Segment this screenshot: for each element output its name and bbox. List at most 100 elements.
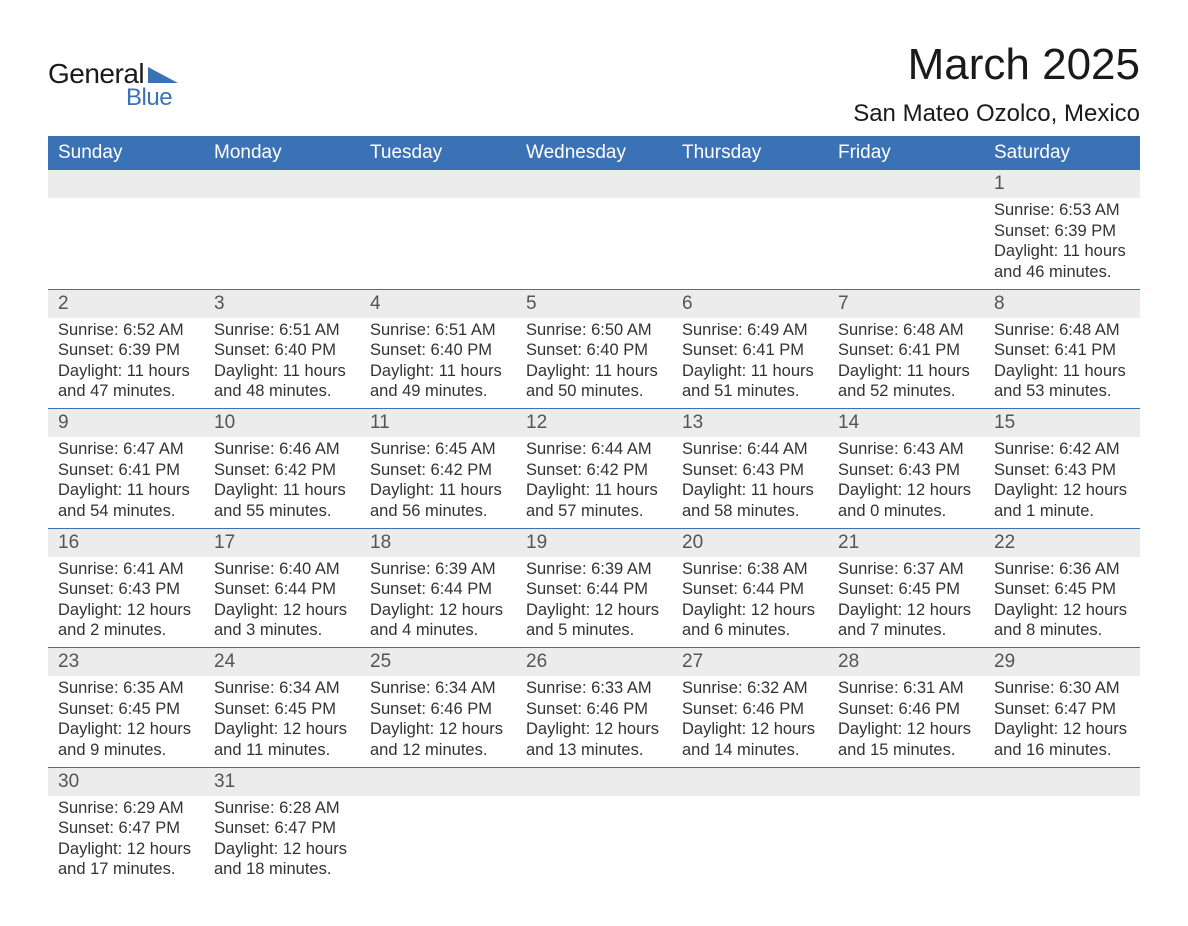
- calendar-day: 7Sunrise: 6:48 AMSunset: 6:41 PMDaylight…: [828, 289, 984, 409]
- day-data: [516, 198, 672, 218]
- day-sunset: Sunset: 6:47 PM: [994, 699, 1130, 720]
- day-sunrise: Sunrise: 6:44 AM: [682, 439, 818, 460]
- day-sunset: Sunset: 6:46 PM: [682, 699, 818, 720]
- day-day2: and 3 minutes.: [214, 620, 350, 641]
- day-number: 7: [828, 290, 984, 318]
- day-data: Sunrise: 6:37 AMSunset: 6:45 PMDaylight:…: [828, 557, 984, 648]
- day-sunset: Sunset: 6:40 PM: [526, 340, 662, 361]
- day-number: 3: [204, 290, 360, 318]
- day-day2: and 14 minutes.: [682, 740, 818, 761]
- day-day2: and 17 minutes.: [58, 859, 194, 880]
- day-sunset: Sunset: 6:43 PM: [58, 579, 194, 600]
- calendar-day-empty: [48, 170, 204, 289]
- day-day2: and 6 minutes.: [682, 620, 818, 641]
- day-day2: and 56 minutes.: [370, 501, 506, 522]
- day-number: 19: [516, 529, 672, 557]
- day-data: [48, 198, 204, 218]
- day-day2: and 7 minutes.: [838, 620, 974, 641]
- day-number: 4: [360, 290, 516, 318]
- day-sunrise: Sunrise: 6:44 AM: [526, 439, 662, 460]
- day-number: [672, 170, 828, 198]
- day-sunset: Sunset: 6:46 PM: [838, 699, 974, 720]
- calendar-day: 28Sunrise: 6:31 AMSunset: 6:46 PMDayligh…: [828, 648, 984, 768]
- calendar-day: 31Sunrise: 6:28 AMSunset: 6:47 PMDayligh…: [204, 767, 360, 886]
- day-sunset: Sunset: 6:45 PM: [214, 699, 350, 720]
- logo: General Blue: [48, 58, 178, 112]
- day-number: [672, 768, 828, 796]
- day-number: 10: [204, 409, 360, 437]
- day-number: 23: [48, 648, 204, 676]
- calendar-day-empty: [516, 170, 672, 289]
- day-day1: Daylight: 12 hours: [214, 600, 350, 621]
- day-day1: Daylight: 11 hours: [214, 361, 350, 382]
- day-data: Sunrise: 6:42 AMSunset: 6:43 PMDaylight:…: [984, 437, 1140, 528]
- day-data: Sunrise: 6:51 AMSunset: 6:40 PMDaylight:…: [360, 318, 516, 409]
- day-number: [516, 170, 672, 198]
- day-sunrise: Sunrise: 6:45 AM: [370, 439, 506, 460]
- day-data: Sunrise: 6:53 AMSunset: 6:39 PMDaylight:…: [984, 198, 1140, 289]
- day-day1: Daylight: 11 hours: [214, 480, 350, 501]
- day-sunrise: Sunrise: 6:47 AM: [58, 439, 194, 460]
- day-sunrise: Sunrise: 6:37 AM: [838, 559, 974, 580]
- day-header-row: SundayMondayTuesdayWednesdayThursdayFrid…: [48, 136, 1140, 170]
- day-day1: Daylight: 11 hours: [994, 241, 1130, 262]
- day-number: 16: [48, 529, 204, 557]
- day-number: [360, 170, 516, 198]
- day-day2: and 47 minutes.: [58, 381, 194, 402]
- day-data: Sunrise: 6:38 AMSunset: 6:44 PMDaylight:…: [672, 557, 828, 648]
- day-day1: Daylight: 11 hours: [526, 480, 662, 501]
- location-subtitle: San Mateo Ozolco, Mexico: [853, 100, 1140, 128]
- day-header: Friday: [828, 136, 984, 170]
- day-day2: and 8 minutes.: [994, 620, 1130, 641]
- day-number: 13: [672, 409, 828, 437]
- day-sunrise: Sunrise: 6:42 AM: [994, 439, 1130, 460]
- day-number: 30: [48, 768, 204, 796]
- day-sunrise: Sunrise: 6:46 AM: [214, 439, 350, 460]
- day-number: 31: [204, 768, 360, 796]
- day-day2: and 55 minutes.: [214, 501, 350, 522]
- day-header: Wednesday: [516, 136, 672, 170]
- day-sunset: Sunset: 6:41 PM: [994, 340, 1130, 361]
- calendar-day: 2Sunrise: 6:52 AMSunset: 6:39 PMDaylight…: [48, 289, 204, 409]
- day-day2: and 53 minutes.: [994, 381, 1130, 402]
- day-day1: Daylight: 11 hours: [682, 480, 818, 501]
- day-sunrise: Sunrise: 6:49 AM: [682, 320, 818, 341]
- day-sunrise: Sunrise: 6:40 AM: [214, 559, 350, 580]
- day-day2: and 49 minutes.: [370, 381, 506, 402]
- calendar-day-empty: [672, 767, 828, 886]
- calendar-day-empty: [360, 767, 516, 886]
- day-sunrise: Sunrise: 6:36 AM: [994, 559, 1130, 580]
- calendar-day: 30Sunrise: 6:29 AMSunset: 6:47 PMDayligh…: [48, 767, 204, 886]
- calendar-table: SundayMondayTuesdayWednesdayThursdayFrid…: [48, 136, 1140, 886]
- day-data: Sunrise: 6:43 AMSunset: 6:43 PMDaylight:…: [828, 437, 984, 528]
- day-day1: Daylight: 11 hours: [370, 361, 506, 382]
- calendar-day: 11Sunrise: 6:45 AMSunset: 6:42 PMDayligh…: [360, 409, 516, 529]
- day-sunrise: Sunrise: 6:32 AM: [682, 678, 818, 699]
- day-sunrise: Sunrise: 6:39 AM: [370, 559, 506, 580]
- day-day1: Daylight: 12 hours: [370, 600, 506, 621]
- day-number: 6: [672, 290, 828, 318]
- day-day1: Daylight: 12 hours: [58, 600, 194, 621]
- calendar-day: 25Sunrise: 6:34 AMSunset: 6:46 PMDayligh…: [360, 648, 516, 768]
- day-sunrise: Sunrise: 6:31 AM: [838, 678, 974, 699]
- day-day1: Daylight: 11 hours: [994, 361, 1130, 382]
- calendar-day: 15Sunrise: 6:42 AMSunset: 6:43 PMDayligh…: [984, 409, 1140, 529]
- day-number: 5: [516, 290, 672, 318]
- day-data: Sunrise: 6:33 AMSunset: 6:46 PMDaylight:…: [516, 676, 672, 767]
- day-sunset: Sunset: 6:44 PM: [682, 579, 818, 600]
- calendar-day-empty: [828, 767, 984, 886]
- day-data: Sunrise: 6:34 AMSunset: 6:46 PMDaylight:…: [360, 676, 516, 767]
- calendar-day-empty: [828, 170, 984, 289]
- day-day2: and 4 minutes.: [370, 620, 506, 641]
- day-day1: Daylight: 12 hours: [682, 600, 818, 621]
- day-day1: Daylight: 12 hours: [994, 480, 1130, 501]
- day-day2: and 15 minutes.: [838, 740, 974, 761]
- day-data: Sunrise: 6:41 AMSunset: 6:43 PMDaylight:…: [48, 557, 204, 648]
- day-number: 15: [984, 409, 1140, 437]
- calendar-day-empty: [984, 767, 1140, 886]
- day-sunset: Sunset: 6:43 PM: [838, 460, 974, 481]
- day-day2: and 18 minutes.: [214, 859, 350, 880]
- day-sunset: Sunset: 6:44 PM: [526, 579, 662, 600]
- day-data: [360, 198, 516, 218]
- day-number: 24: [204, 648, 360, 676]
